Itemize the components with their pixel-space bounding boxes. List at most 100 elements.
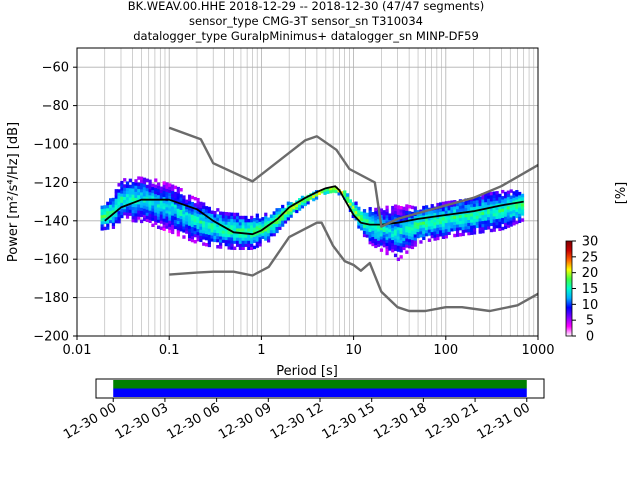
density-cell <box>227 221 231 225</box>
density-cell <box>216 217 220 221</box>
density-cell <box>190 226 195 230</box>
density-cell <box>509 210 513 215</box>
density-cell <box>433 209 437 214</box>
density-cell <box>204 212 209 216</box>
density-cell <box>241 246 245 250</box>
density-cell <box>399 249 403 253</box>
density-cell <box>422 227 426 231</box>
density-cell <box>156 219 161 223</box>
density-cell <box>405 241 409 245</box>
density-cell <box>399 230 403 235</box>
density-cell <box>114 213 118 218</box>
density-cell <box>509 207 513 212</box>
density-cell <box>162 181 166 185</box>
density-cell <box>498 199 502 204</box>
density-cell <box>470 231 474 235</box>
density-cell <box>441 207 446 212</box>
density-cell <box>151 192 155 197</box>
density-cell <box>312 197 316 202</box>
density-cell <box>458 214 463 219</box>
density-cell <box>224 221 228 225</box>
density-cell <box>430 228 434 233</box>
density-cell <box>512 212 516 217</box>
density-cell <box>261 217 265 221</box>
density-cell <box>207 243 211 248</box>
density-cell <box>171 184 175 188</box>
density-cell <box>498 221 502 225</box>
density-cell <box>433 234 437 238</box>
density-cell <box>283 217 288 221</box>
density-cell <box>458 226 463 231</box>
density-cell <box>185 221 189 225</box>
density-cell <box>238 228 242 232</box>
chart-title-line-2: sensor_type CMG-3T sensor_sn T310034 <box>189 14 423 28</box>
density-cell <box>111 207 116 211</box>
density-cell <box>238 234 242 238</box>
density-cell <box>250 231 254 235</box>
density-cell <box>419 240 423 244</box>
density-cell <box>489 194 494 199</box>
density-cell <box>360 217 364 222</box>
density-cell <box>348 202 353 206</box>
colorbar-tick-label: 5 <box>586 314 594 329</box>
colorbar-gradient <box>565 240 573 337</box>
density-cell <box>487 222 491 227</box>
density-cell <box>185 202 189 207</box>
density-cell <box>204 242 209 247</box>
density-cell <box>419 215 423 220</box>
density-cell <box>413 218 417 223</box>
density-cell <box>495 194 499 198</box>
density-cell <box>252 227 257 231</box>
density-cell <box>362 209 367 213</box>
density-cell <box>430 216 434 220</box>
density-cell <box>199 201 203 206</box>
density-cell <box>230 246 234 250</box>
density-cell <box>210 216 214 221</box>
density-cell <box>193 212 197 216</box>
density-cell <box>323 191 327 195</box>
density-cell <box>154 193 158 198</box>
density-cell <box>154 221 158 225</box>
density-cell <box>151 211 155 215</box>
density-cell <box>210 219 214 224</box>
density-cell <box>348 199 353 203</box>
density-cell <box>275 220 279 224</box>
density-cell <box>100 224 104 228</box>
density-cell <box>396 229 400 234</box>
y-tick-label: −140 <box>33 214 69 229</box>
density-cell <box>128 178 132 183</box>
density-cell <box>382 216 386 220</box>
density-cell <box>145 212 149 216</box>
density-cell <box>365 212 369 217</box>
density-cell <box>484 192 488 197</box>
density-cell <box>456 233 460 237</box>
density-cell <box>498 212 502 216</box>
density-cell <box>379 214 384 219</box>
density-cell <box>219 211 223 215</box>
density-cell <box>199 204 203 209</box>
density-cell <box>413 227 417 232</box>
density-cell <box>393 238 398 242</box>
density-cell <box>515 202 519 206</box>
y-tick-label: −200 <box>33 330 69 345</box>
density-cell <box>453 203 457 207</box>
density-cell <box>515 214 519 219</box>
density-cell <box>410 239 415 243</box>
density-cell <box>408 226 412 230</box>
density-cell <box>176 205 180 209</box>
density-cell <box>464 219 468 224</box>
timeline-tick-label: 12-30 06 <box>164 400 222 442</box>
density-cell <box>219 242 223 246</box>
density-cell <box>489 201 494 205</box>
density-cell <box>109 204 113 208</box>
density-cell <box>422 215 426 219</box>
density-cell <box>173 210 178 214</box>
density-cell <box>258 233 262 238</box>
density-cell <box>182 207 186 212</box>
density-cell <box>159 195 163 200</box>
density-cell <box>478 196 482 200</box>
density-cell <box>433 218 437 223</box>
density-cell <box>492 225 496 229</box>
